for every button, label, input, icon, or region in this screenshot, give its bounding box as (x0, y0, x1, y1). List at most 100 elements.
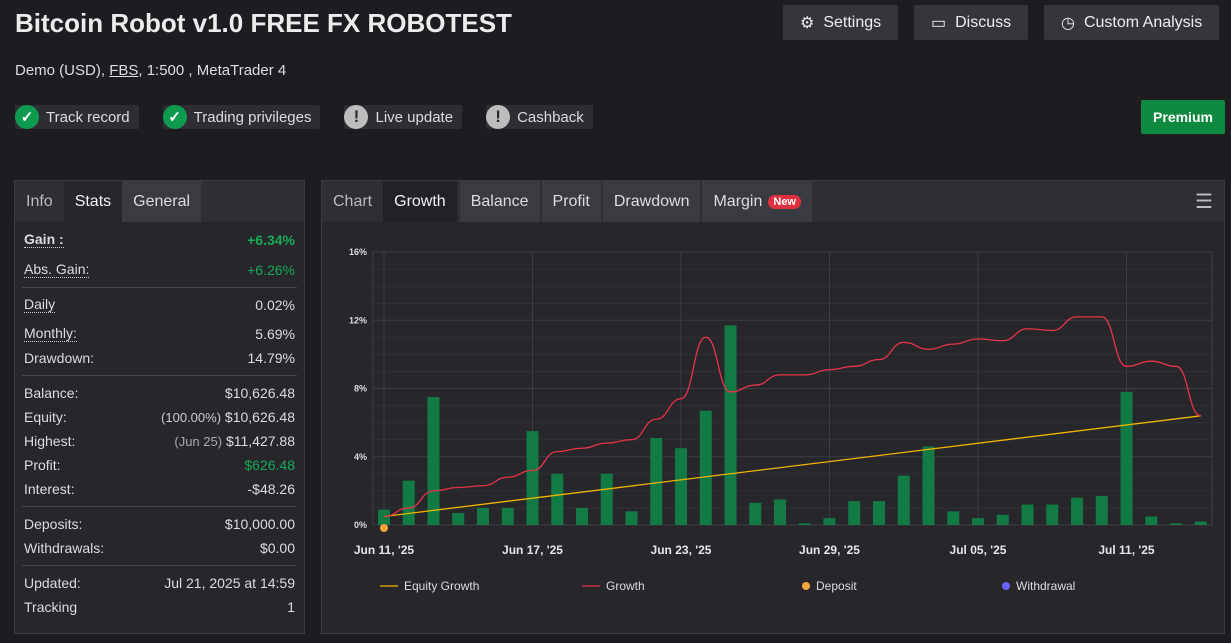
divider (22, 287, 297, 288)
legend-label: Equity Growth (404, 579, 479, 593)
badge-track-record[interactable]: ✓ Track record (15, 105, 139, 129)
equity-percent: (100.00%) (161, 410, 222, 425)
updated-value: Jul 21, 2025 at 14:59 (164, 575, 295, 591)
bar (996, 514, 1009, 525)
badge-trading-privileges[interactable]: ✓ Trading privileges (162, 105, 321, 129)
tab-info[interactable]: Info (15, 181, 64, 222)
badges: ✓ Track record ✓ Trading privileges ! Live … (15, 105, 593, 129)
stat-withdrawals: Withdrawals: $0.00 (15, 536, 304, 560)
bar (1120, 391, 1133, 525)
interest-label: Interest: (24, 481, 75, 497)
tab-drawdown[interactable]: Drawdown (602, 181, 701, 222)
highest-date: (Jun 25) (174, 434, 223, 449)
legend-label: Withdrawal (1016, 579, 1075, 593)
badge-live-update[interactable]: ! Live update (344, 105, 463, 129)
interest-value: -$48.26 (247, 481, 295, 497)
gear-icon: ⚙ (800, 14, 815, 32)
bar (526, 431, 539, 525)
discuss-button[interactable]: ▭ Discuss (914, 5, 1029, 40)
exclamation-icon: ! (344, 105, 369, 129)
legend-label: Deposit (816, 579, 857, 593)
tracking-label: Tracking (24, 599, 78, 615)
stat-highest: Highest: (Jun 25) $11,427.88 (15, 429, 304, 453)
gain-label[interactable]: Gain : (24, 231, 64, 248)
bar (873, 501, 885, 525)
bar (724, 325, 737, 525)
tab-chart[interactable]: Chart (322, 181, 384, 222)
bar (675, 448, 687, 525)
bar (774, 499, 786, 525)
tab-margin[interactable]: Margin New (702, 181, 812, 222)
legend-dot-icon (1002, 582, 1010, 590)
bar (823, 518, 836, 525)
monthly-label[interactable]: Monthly: (24, 325, 77, 342)
drawdown-label: Drawdown: (24, 350, 95, 366)
bar (501, 507, 514, 525)
custom-analysis-button[interactable]: ◷ Custom Analysis (1044, 5, 1220, 40)
bar (897, 475, 910, 525)
bar (848, 501, 861, 525)
x-tick-label: Jun 11, '25 (354, 543, 415, 557)
legend-item-equity-growth[interactable]: Equity Growth (380, 579, 479, 593)
divider (22, 375, 297, 376)
highest-label: Highest: (24, 433, 76, 449)
bar (600, 473, 613, 525)
abs-gain-label[interactable]: Abs. Gain: (24, 261, 90, 278)
chart-options-icon[interactable]: ☰ (1195, 191, 1213, 213)
tab-general[interactable]: General (122, 181, 202, 222)
stat-monthly: Monthly: 5.69% (15, 322, 304, 346)
balance-value: $10,626.48 (224, 385, 295, 401)
equity-value: $10,626.48 (224, 409, 295, 425)
tab-balance[interactable]: Balance (459, 181, 540, 222)
bar (551, 473, 564, 525)
bar (1145, 516, 1158, 525)
discuss-label: Discuss (955, 13, 1012, 31)
bar (1021, 504, 1034, 525)
daily-label[interactable]: Daily (24, 296, 56, 313)
bar (922, 446, 935, 525)
settings-button[interactable]: ⚙ Settings (783, 5, 899, 40)
y-tick-label: 8% (354, 384, 367, 394)
bar (798, 523, 811, 525)
bar (1046, 504, 1059, 525)
bar (749, 502, 762, 525)
y-tick-label: 16% (349, 247, 367, 257)
bar (1170, 523, 1182, 525)
gain-value: +6.34% (247, 232, 295, 248)
exclamation-icon: ! (486, 105, 511, 129)
check-icon: ✓ (162, 105, 187, 129)
legend-item-withdrawal[interactable]: Withdrawal (1002, 579, 1075, 593)
stat-abs-gain: Abs. Gain: +6.26% (15, 258, 304, 282)
tracking-value: 1 (287, 599, 295, 615)
stats-panel: Info Stats General Gain : +6.34% Abs. Gai… (14, 180, 305, 634)
highest-value: $11,427.88 (225, 433, 295, 449)
x-tick-label: Jun 29, '25 (799, 543, 860, 557)
legend-item-growth[interactable]: Growth (582, 579, 645, 593)
badge-cashback[interactable]: ! Cashback (486, 105, 593, 129)
tab-profit[interactable]: Profit (541, 181, 601, 222)
bar (947, 511, 960, 525)
stat-updated: Updated: Jul 21, 2025 at 14:59 (15, 571, 304, 595)
broker-link[interactable]: FBS (109, 62, 139, 79)
withdrawals-label: Withdrawals: (24, 540, 105, 556)
drawdown-value: 14.79% (247, 350, 295, 366)
new-badge: New (768, 194, 801, 209)
daily-value: 0.02% (255, 297, 295, 313)
bar (699, 410, 712, 525)
deposits-value: $10,000.00 (224, 516, 295, 532)
clock-icon: ◷ (1061, 14, 1075, 32)
premium-button[interactable]: Premium (1141, 100, 1225, 134)
margin-label: Margin (713, 192, 763, 210)
tab-stats[interactable]: Stats (63, 181, 123, 222)
stat-drawdown: Drawdown: 14.79% (15, 346, 304, 370)
stat-equity: Equity: (100.00%) $10,626.48 (15, 405, 304, 429)
tab-growth[interactable]: Growth (383, 181, 457, 222)
bar (378, 509, 390, 525)
deposit-point (380, 524, 388, 532)
badge-label: Live update (375, 108, 454, 126)
bar (1071, 497, 1083, 525)
legend-item-deposit[interactable]: Deposit (802, 579, 857, 593)
monthly-value: 5.69% (255, 326, 295, 342)
abs-gain-value: +6.26% (247, 262, 295, 278)
stat-profit: Profit: $626.48 (15, 453, 304, 477)
